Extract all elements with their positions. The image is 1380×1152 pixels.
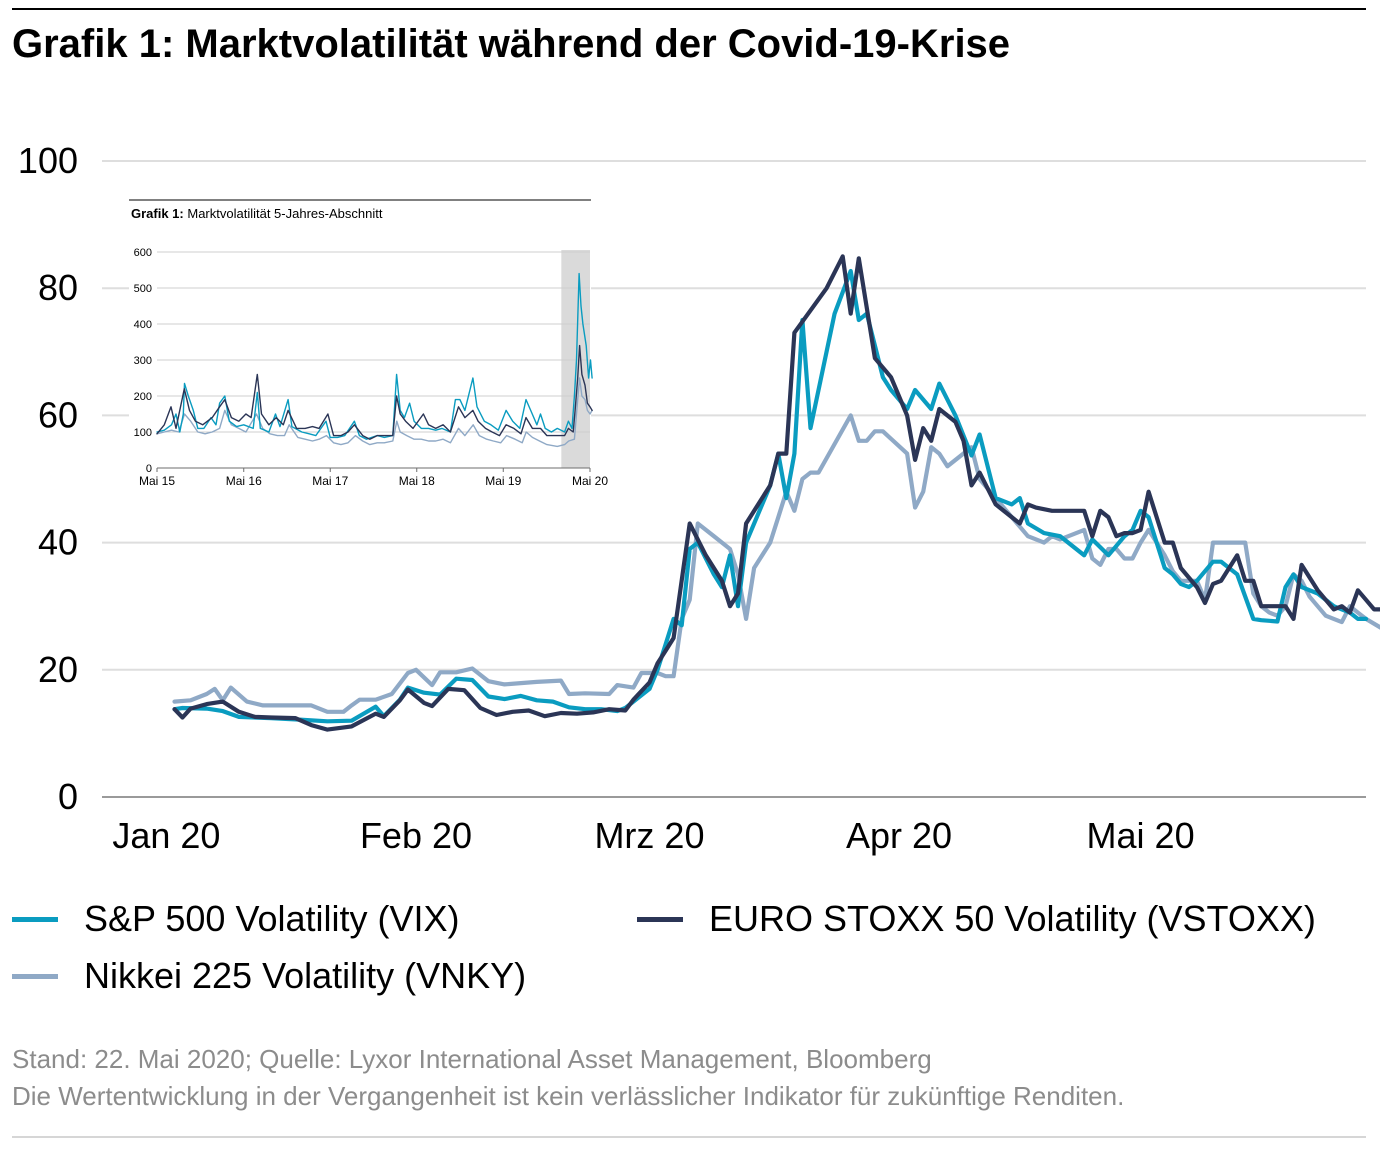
main-y-tick-label-80: 80 xyxy=(38,267,78,308)
inset-highlight xyxy=(561,250,590,468)
bottom-rule xyxy=(12,1136,1366,1138)
inset-series-line-euro-stoxx-50-volatility-vstoxx xyxy=(156,344,593,440)
main-x-axis-ticks: Jan 20 Feb 20 Mrz 20 Apr 20 Mai 20 xyxy=(112,815,1194,856)
main-x-tick-label-apr-20: Apr 20 xyxy=(846,815,952,856)
inset-y-tick-label-0: 0 xyxy=(146,463,152,475)
inset-x-axis-ticks: Mai 15 Mai 16 Mai 17 Mai 18 Mai 19 Mai 20 xyxy=(139,468,608,488)
inset-y-tick-label-400: 400 xyxy=(134,319,152,331)
inset-x-tick-label-mai-16: Mai 16 xyxy=(226,474,262,488)
main-y-axis-ticks: 0 20 40 60 80 100 xyxy=(18,140,78,817)
main-series-line-euro-stoxx-50-volatility-vstoxx xyxy=(172,254,1380,732)
inset-y-tick-label-200: 200 xyxy=(134,391,152,403)
legend-item-vix: S&P 500 Volatility (VIX) xyxy=(12,898,572,946)
main-x-tick-label-mrz-20: Mrz 20 xyxy=(594,815,704,856)
inset-y-tick-label-600: 600 xyxy=(134,247,152,259)
inset-y-axis-ticks: 0 100 200 300 400 500 600 xyxy=(134,247,152,475)
inset-y-tick-label-100: 100 xyxy=(134,427,152,439)
inset-series-line-nikkei-225-volatility-vnky xyxy=(156,377,593,448)
inset-x-tick-label-mai-20: Mai 20 xyxy=(572,474,608,488)
inset-chart: Grafik 1: Marktvolatilität 5-Jahres-Absc… xyxy=(129,199,608,507)
inset-series-line-s-p-500-volatility-vix xyxy=(156,272,593,440)
inset-background xyxy=(129,199,591,507)
legend-swatch-vnky xyxy=(12,974,58,979)
main-y-tick-label-60: 60 xyxy=(38,394,78,435)
legend-swatch-vix xyxy=(12,917,58,922)
main-x-tick-label-mai-20: Mai 20 xyxy=(1087,815,1195,856)
inset-series xyxy=(156,272,593,448)
legend-item-vnky: Nikkei 225 Volatility (VNKY) xyxy=(12,955,612,1003)
main-series-line-nikkei-225-volatility-vnky xyxy=(172,413,1380,714)
chart-title: Grafik 1: Marktvolatilität während der C… xyxy=(12,22,1011,66)
legend-label-vstoxx: EURO STOXX 50 Volatility (VSTOXX) xyxy=(709,898,1316,939)
inset-x-tick-label-mai-18: Mai 18 xyxy=(399,474,435,488)
main-y-tick-label-100: 100 xyxy=(18,140,78,181)
legend-item-vstoxx: EURO STOXX 50 Volatility (VSTOXX) xyxy=(637,898,1377,946)
main-x-tick-label-jan-20: Jan 20 xyxy=(112,815,220,856)
legend-label-vix: S&P 500 Volatility (VIX) xyxy=(84,898,460,939)
inset-y-tick-label-500: 500 xyxy=(134,283,152,295)
main-series xyxy=(172,254,1380,732)
inset-y-tick-label-300: 300 xyxy=(134,355,152,367)
inset-highlight-band xyxy=(561,250,590,468)
main-y-tick-label-20: 20 xyxy=(38,649,78,690)
inset-title: Grafik 1: Marktvolatilität 5-Jahres-Absc… xyxy=(131,206,383,221)
main-y-tick-label-0: 0 xyxy=(58,776,78,817)
main-series-line-s-p-500-volatility-vix xyxy=(172,268,1369,724)
main-x-tick-label-feb-20: Feb 20 xyxy=(360,815,472,856)
inset-x-tick-label-mai-19: Mai 19 xyxy=(485,474,521,488)
footer-disclaimer: Die Wertentwicklung in der Vergangenheit… xyxy=(12,1081,1125,1111)
footer-source: Stand: 22. Mai 2020; Quelle: Lyxor Inter… xyxy=(12,1044,932,1074)
legend-swatch-vstoxx xyxy=(637,917,683,922)
legend-label-vnky: Nikkei 225 Volatility (VNKY) xyxy=(84,955,527,996)
inset-x-tick-label-mai-15: Mai 15 xyxy=(139,474,175,488)
top-rule xyxy=(12,8,1366,10)
inset-x-tick-label-mai-17: Mai 17 xyxy=(312,474,348,488)
main-y-tick-label-40: 40 xyxy=(38,522,78,563)
